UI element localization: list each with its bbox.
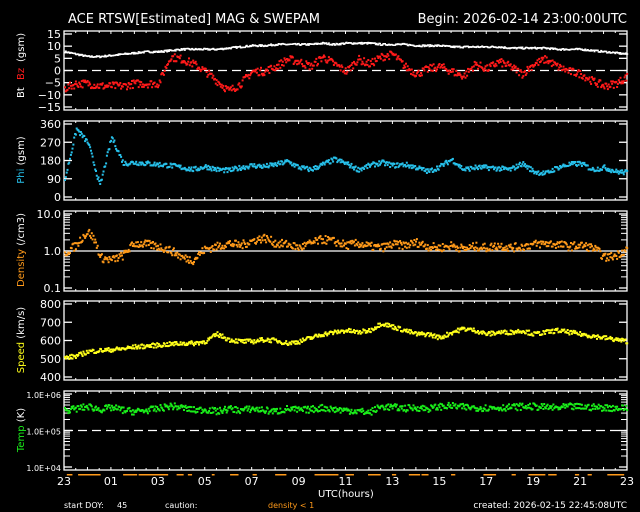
start-doy-label: start DOY: [64, 501, 104, 510]
start-doy-value: 45 [117, 501, 127, 510]
caution-density-note: density < 1 [268, 501, 314, 510]
panel-temp: 1.0E+06 1.0E+05 1.0E+04 Temp (K) [16, 390, 629, 473]
y-tick-label: −10 [38, 89, 61, 102]
caution-segment [123, 474, 138, 476]
svg-text:Phi (gsm): Phi (gsm) [16, 136, 27, 184]
x-tick-label: 23 [620, 475, 634, 488]
caution-segment [483, 474, 497, 476]
caution-segment [252, 474, 257, 476]
x-tick-label: 11 [339, 475, 353, 488]
y-tick-label: 500 [40, 353, 61, 366]
y-tick-label: 180 [40, 155, 61, 168]
series-density [64, 228, 629, 266]
y-axis-label: Phi (gsm) [16, 136, 27, 184]
x-tick-label: 21 [573, 475, 587, 488]
series-bz [64, 50, 629, 93]
y-tick-label: 270 [40, 136, 61, 149]
caution-segment [511, 474, 516, 476]
y-tick-label: 600 [40, 335, 61, 348]
series-temp [64, 401, 629, 416]
x-tick-label: 07 [245, 475, 259, 488]
y-tick-label: 1.0 [44, 245, 62, 258]
caution-segment [345, 474, 354, 476]
series-phi [64, 127, 629, 185]
svg-text:Bt: Bt [16, 87, 27, 98]
y-tick-label: 15 [47, 28, 61, 41]
x-tick-label: 13 [385, 475, 399, 488]
caution-segment [187, 474, 193, 476]
caution-segment [574, 474, 580, 476]
caution-segment [176, 474, 184, 476]
y-tick-label: 1.0E+06 [26, 391, 61, 400]
series-bt [64, 41, 629, 59]
y-tick-label: 700 [40, 316, 61, 329]
caution-segment [408, 474, 421, 476]
caution-segment [138, 474, 169, 476]
y-axis-label: Speed (km/s) [16, 307, 27, 374]
y-tick-label: 0 [54, 191, 61, 204]
chart-title: ACE RTSW[Estimated] MAG & SWEPAM [68, 12, 320, 27]
x-tick-label: 19 [526, 475, 540, 488]
y-tick-label: 5 [54, 52, 61, 65]
caution-segment [314, 474, 339, 476]
y-tick-label: −5 [45, 77, 61, 90]
x-tick-label: 01 [104, 475, 118, 488]
x-tick-label: 03 [151, 475, 165, 488]
caution-segment [230, 474, 239, 476]
y-tick-label: 1.0E+05 [26, 428, 61, 437]
y-tick-label: 10.0 [37, 208, 62, 221]
caution-segment [421, 474, 429, 476]
y-axis-label: Density (/cm3) [16, 213, 27, 287]
svg-text:Speed (km/s): Speed (km/s) [16, 307, 27, 374]
x-axis: 23 01 03 05 07 09 11 13 15 17 19 21 23 [57, 475, 634, 488]
caution-label: caution: [165, 501, 197, 510]
svg-text:Density (/cm3): Density (/cm3) [16, 213, 27, 287]
y-tick-label: −15 [38, 101, 61, 114]
caution-segment [211, 474, 215, 476]
y-tick-label: 1.0E+04 [26, 464, 61, 473]
series-speed [64, 322, 629, 360]
panel-speed: 800 700 600 500 400 Speed (km/s) [16, 298, 629, 384]
created-time: created: 2026-02-15 22:45:08UTC [473, 501, 627, 511]
y-tick-label: 0.1 [44, 282, 62, 295]
y-tick-label: 90 [47, 173, 61, 186]
panel-phi: 360 270 180 90 0 Phi (gsm) [16, 118, 629, 204]
svg-text:(gsm): (gsm) [16, 33, 27, 62]
svg-text:Temp (K): Temp (K) [16, 408, 27, 453]
begin-time: Begin: 2026-02-14 23:00:00UTC [418, 12, 627, 27]
x-tick-label: 23 [57, 475, 71, 488]
y-axis-label: Temp (K) [16, 408, 27, 453]
caution-bar [66, 474, 625, 476]
x-tick-label: 09 [292, 475, 306, 488]
caution-segment [66, 474, 73, 476]
caution-segment [607, 474, 625, 476]
caution-segment [451, 474, 456, 476]
y-tick-label: 800 [40, 298, 61, 311]
panel-density: 10.0 1.0 0.1 Density (/cm3) [16, 208, 629, 295]
x-tick-label: 15 [432, 475, 446, 488]
caution-segment [78, 474, 101, 476]
x-tick-label: 17 [479, 475, 493, 488]
caution-segment [587, 474, 592, 476]
x-axis-label: UTC(hours) [318, 489, 374, 500]
y-tick-label: 10 [47, 40, 61, 53]
svg-text:Bz: Bz [16, 68, 27, 80]
x-tick-label: 05 [198, 475, 212, 488]
y-tick-label: 0 [54, 65, 61, 78]
caution-segment [275, 474, 287, 476]
y-tick-label: 400 [40, 371, 61, 384]
caution-segment [368, 474, 381, 476]
caution-segment [391, 474, 397, 476]
caution-segment [528, 474, 546, 476]
y-tick-label: 360 [40, 118, 61, 131]
y-axis-label: Bt Bz (gsm) [16, 33, 27, 98]
caution-segment [548, 474, 557, 476]
